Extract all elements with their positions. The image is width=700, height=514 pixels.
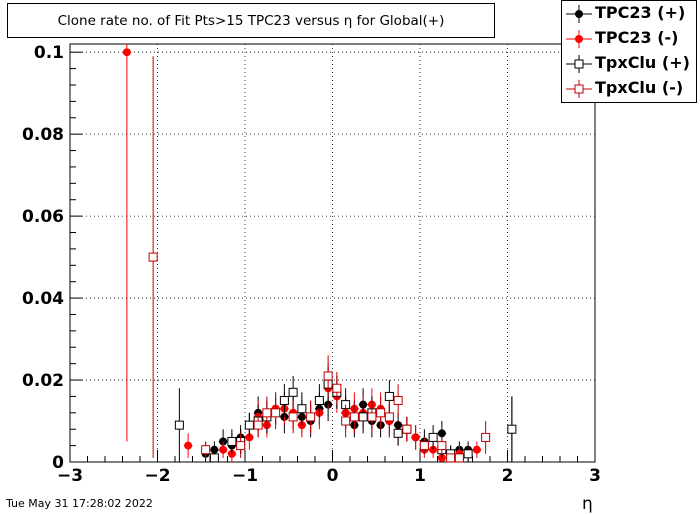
data-point-tpc23 — [122, 48, 131, 57]
data-point-tpxclu — [288, 412, 298, 422]
legend-label-tpc23-plus: TPC23 (+) — [595, 3, 686, 22]
data-point-tpxclu — [393, 428, 403, 438]
legend-entry-tpxclu-plus: TpxClu (+) — [562, 52, 696, 76]
data-point-tpxclu — [454, 453, 464, 463]
y-tick-label: 0.08 — [22, 125, 64, 145]
data-point-tpxclu — [393, 396, 403, 406]
legend-label-tpc23-minus: TPC23 (-) — [595, 28, 679, 47]
data-point-tpxclu — [262, 408, 272, 418]
data-point-tpxclu — [428, 432, 438, 442]
chart-title-box: Clone rate no. of Fit Pts>15 TPC23 versu… — [7, 3, 495, 38]
x-tick-label: 2 — [502, 466, 514, 486]
data-point-tpxclu — [358, 412, 368, 422]
data-point-tpxclu — [148, 252, 158, 262]
data-point-tpxclu — [253, 420, 263, 430]
data-point-tpxclu — [376, 408, 386, 418]
legend: TPC23 (+) TPC23 (-) TpxClu (+) — [561, 0, 697, 103]
data-point-tpxclu — [271, 408, 281, 418]
data-point-tpxclu — [507, 424, 517, 434]
data-point-tpxclu — [279, 396, 289, 406]
x-axis-label: η — [582, 494, 593, 514]
y-tick-label: 0.06 — [22, 207, 64, 227]
y-tick-label: 0 — [52, 453, 64, 473]
data-point-tpxclu — [227, 437, 237, 447]
data-point-tpxclu — [332, 383, 342, 393]
data-point-tpxclu — [437, 441, 447, 451]
x-tick-label: −3 — [57, 466, 83, 486]
data-point-tpxclu — [201, 445, 211, 455]
data-point-tpc23 — [472, 445, 481, 454]
legend-label-tpxclu-plus: TpxClu (+) — [595, 53, 690, 72]
legend-marker-tpc23-minus — [566, 30, 592, 48]
legend-entry-tpc23-plus: TPC23 (+) — [562, 2, 696, 26]
data-point-tpxclu — [306, 412, 316, 422]
legend-marker-tpxclu-plus — [566, 55, 592, 73]
legend-marker-tpxclu-minus — [566, 80, 592, 98]
data-point-tpxclu — [384, 412, 394, 422]
data-point-tpxclu — [446, 453, 456, 463]
data-point-tpxclu — [349, 412, 359, 422]
data-point-tpxclu — [463, 449, 473, 459]
y-tick-label: 0.1 — [34, 43, 64, 63]
x-tick-label: 1 — [414, 466, 426, 486]
data-point-tpxclu — [174, 420, 184, 430]
x-tick-label: 3 — [589, 466, 601, 486]
data-point-tpxclu — [288, 387, 298, 397]
chart-title: Clone rate no. of Fit Pts>15 TPC23 versu… — [57, 12, 445, 29]
timestamp: Tue May 31 17:28:02 2022 — [6, 497, 153, 510]
data-point-tpc23 — [437, 429, 446, 438]
data-point-tpxclu — [323, 371, 333, 381]
legend-label-tpxclu-minus: TpxClu (-) — [595, 78, 684, 97]
y-tick-label: 0.02 — [22, 371, 64, 391]
data-point-tpxclu — [341, 416, 351, 426]
data-point-tpxclu — [481, 432, 491, 442]
legend-entry-tpc23-minus: TPC23 (-) — [562, 27, 696, 51]
data-point-tpc23 — [184, 441, 193, 450]
x-tick-label: −1 — [232, 466, 258, 486]
data-point-tpxclu — [297, 404, 307, 414]
data-point-tpxclu — [384, 391, 394, 401]
data-point-tpc23 — [411, 433, 420, 442]
x-tick-label: 0 — [327, 466, 339, 486]
data-point-tpc23 — [219, 445, 228, 454]
data-point-tpxclu — [209, 453, 219, 463]
data-point-tpxclu — [244, 420, 254, 430]
data-point-tpxclu — [236, 441, 246, 451]
data-point-tpxclu — [314, 396, 324, 406]
y-tick-label: 0.04 — [22, 289, 64, 309]
data-point-tpxclu — [419, 441, 429, 451]
data-point-tpxclu — [367, 412, 377, 422]
legend-entry-tpxclu-minus: TpxClu (-) — [562, 77, 696, 101]
data-point-tpc23 — [210, 445, 219, 454]
x-tick-label: −2 — [144, 466, 170, 486]
data-point-tpxclu — [402, 424, 412, 434]
legend-marker-tpc23-plus — [566, 5, 592, 23]
